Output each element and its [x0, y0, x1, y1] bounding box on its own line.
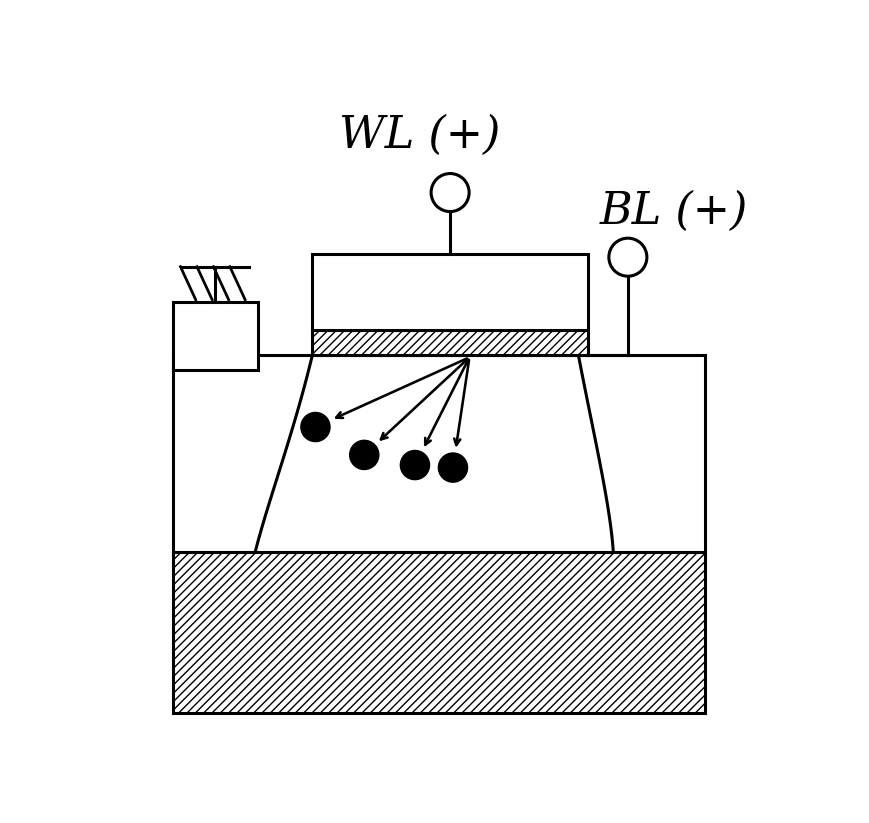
Text: WL (+): WL (+): [339, 114, 501, 157]
Bar: [173, 301, 258, 370]
Bar: [173, 356, 705, 552]
Bar: [312, 254, 588, 330]
Circle shape: [438, 453, 468, 482]
Circle shape: [401, 450, 429, 480]
Text: BL (+): BL (+): [600, 190, 747, 233]
Bar: [173, 552, 705, 714]
Circle shape: [349, 440, 379, 469]
Circle shape: [301, 412, 330, 442]
Bar: [312, 330, 588, 356]
